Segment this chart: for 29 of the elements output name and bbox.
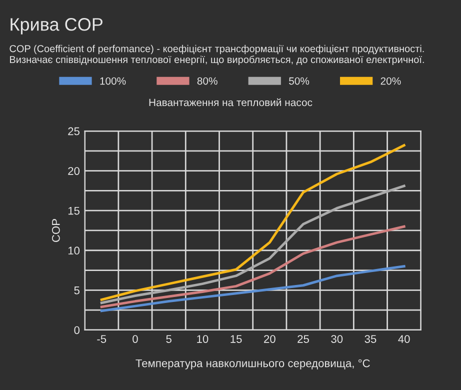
- legend-label: 20%: [380, 77, 401, 85]
- chart-subtitle: COP (Coefficient of perfomance) - коефіцієнт трансформації чи коефіцієнт продуктивності. Визначає співвідношення теплової енергії, що виробляється, до споживаної електричної.: [10, 44, 424, 66]
- x-tick-label: 30: [331, 335, 343, 343]
- y-tick-label: 15: [68, 206, 80, 215]
- line-series: [100, 184, 406, 304]
- x-tick-label: 10: [197, 335, 208, 343]
- y-tick-label: 25: [68, 127, 80, 136]
- legend-label: 100%: [100, 77, 126, 85]
- x-axis-title: Температура навколишнього середовища, °C: [136, 359, 370, 370]
- y-tick-label: 20: [68, 167, 80, 175]
- line-series: [100, 265, 406, 312]
- x-tick-label: 35: [364, 335, 376, 343]
- x-tick-label: 0: [132, 335, 138, 343]
- x-tick-label: -5: [97, 335, 106, 343]
- legend-label: 80%: [197, 77, 218, 85]
- line-series: [100, 144, 406, 301]
- y-tick-label: 5: [74, 286, 80, 294]
- x-tick-label: 40: [398, 335, 410, 343]
- x-tick-label: 25: [298, 335, 309, 343]
- legend-title: Навантаження на тепловий насос: [149, 98, 312, 106]
- y-axis-title: COP: [52, 219, 60, 242]
- legend-label: 50%: [289, 77, 310, 85]
- y-tick-label: 0: [74, 326, 80, 334]
- x-tick-label: 20: [264, 335, 276, 343]
- x-tick-label: 5: [166, 335, 172, 343]
- x-tick-label: 15: [230, 335, 242, 343]
- y-tick-label: 10: [68, 246, 80, 255]
- line-series: [100, 225, 406, 308]
- chart-title: Крива COP: [10, 18, 102, 34]
